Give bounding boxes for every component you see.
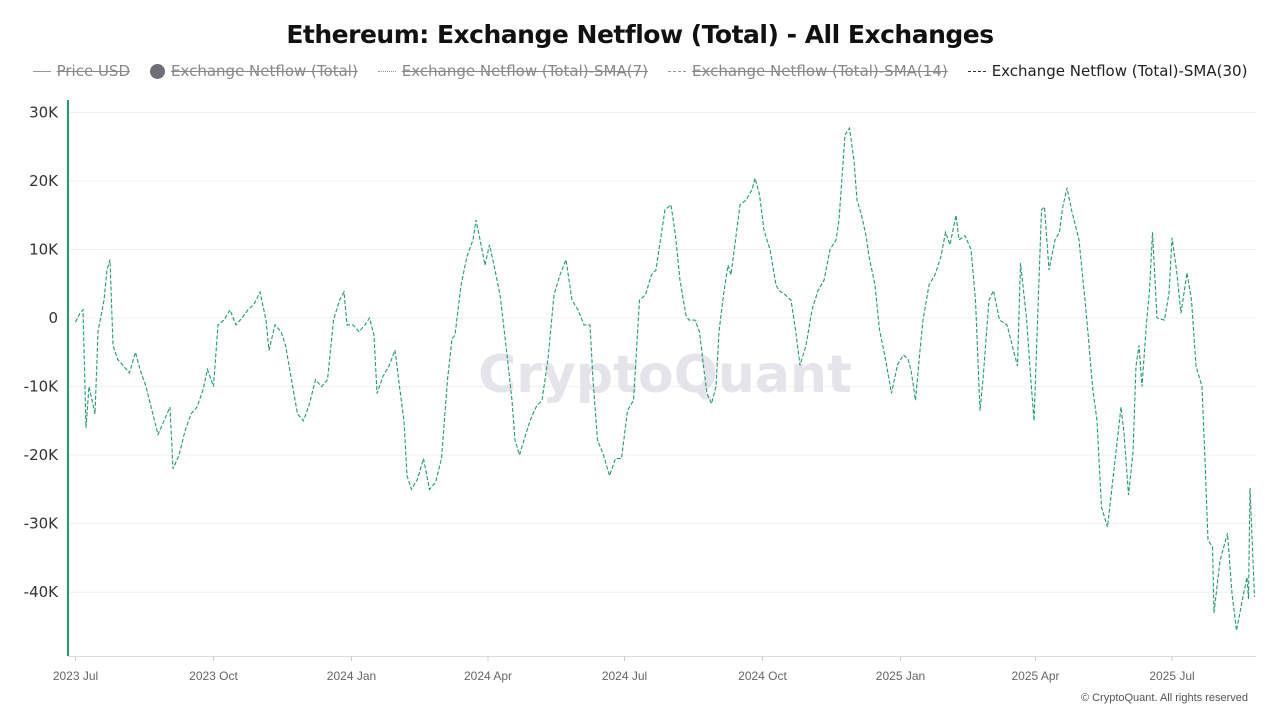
line-marker-icon <box>32 70 51 72</box>
y-tick-label: -20K <box>24 446 59 464</box>
chart-title: Ethereum: Exchange Netflow (Total) - All… <box>286 20 994 49</box>
x-tick-label: 2024 Oct <box>738 669 787 683</box>
legend-item-sma14[interactable]: Exchange Netflow (Total)-SMA(14) <box>667 62 948 80</box>
y-tick-label: 10K <box>29 240 59 258</box>
legend-item-netflow[interactable]: Exchange Netflow (Total) <box>150 62 358 80</box>
legend-label: Price USD <box>56 62 130 80</box>
dashed-marker-icon <box>667 70 686 72</box>
x-tick-label: 2024 Jan <box>327 669 376 683</box>
copyright: © CryptoQuant. All rights reserved <box>1080 692 1248 704</box>
x-tick-label: 2024 Apr <box>464 669 512 683</box>
dot-marker-icon <box>150 63 165 79</box>
legend-label: Exchange Netflow (Total)-SMA(30) <box>991 62 1248 80</box>
watermark: CryptoQuant <box>478 345 852 405</box>
dashed-marker-icon <box>967 70 986 72</box>
legend-label: Exchange Netflow (Total)-SMA(7) <box>401 62 648 80</box>
series-line-sma30 <box>75 126 1256 631</box>
y-tick-label: -30K <box>24 515 59 533</box>
x-tick-label: 2024 Jul <box>602 669 647 683</box>
legend-item-sma30[interactable]: Exchange Netflow (Total)-SMA(30) <box>967 62 1248 80</box>
x-tick-label: 2023 Jul <box>53 669 98 683</box>
x-tick-label: 2025 Jul <box>1149 669 1194 683</box>
y-tick-label: -40K <box>24 583 59 601</box>
legend-item-sma7[interactable]: Exchange Netflow (Total)-SMA(7) <box>377 62 648 80</box>
legend-label: Exchange Netflow (Total)-SMA(14) <box>691 62 948 80</box>
x-tick-label: 2023 Oct <box>189 669 238 683</box>
y-tick-label: 0 <box>48 309 58 327</box>
y-tick-label: 20K <box>29 172 59 190</box>
x-tick-label: 2025 Apr <box>1011 669 1059 683</box>
legend: Price USD Exchange Netflow (Total) Excha… <box>0 62 1280 80</box>
dotted-marker-icon <box>377 70 396 72</box>
y-tick-label: -10K <box>24 378 59 396</box>
y-tick-label: 30K <box>29 103 59 121</box>
legend-label: Exchange Netflow (Total) <box>171 62 358 80</box>
x-tick-label: 2025 Jan <box>876 669 925 683</box>
legend-item-price-usd[interactable]: Price USD <box>32 62 130 80</box>
